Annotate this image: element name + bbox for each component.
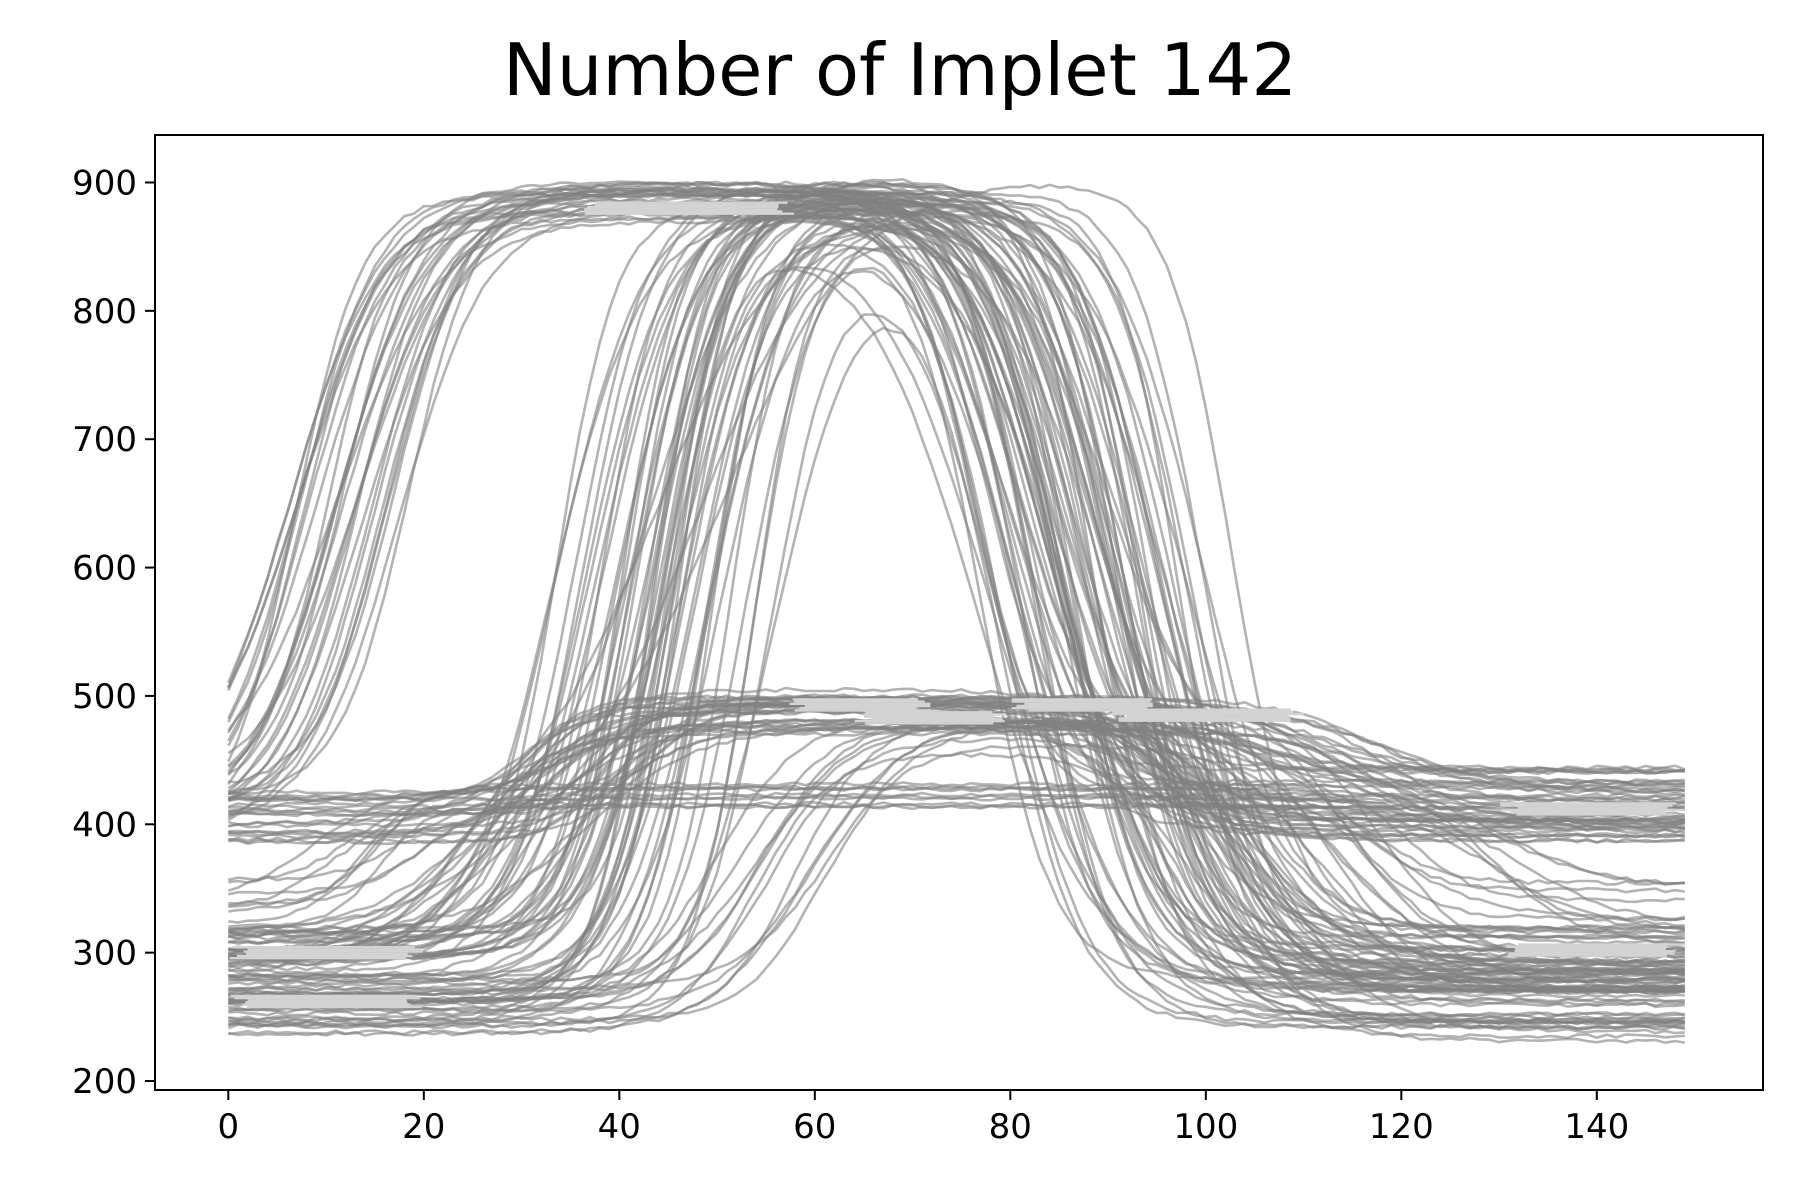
series-line-31 <box>228 200 1685 990</box>
x-tick-label-0: 0 <box>217 1107 239 1147</box>
series-line-136 <box>228 803 1685 894</box>
x-tick-label-120: 120 <box>1369 1107 1434 1147</box>
series-line-132 <box>227 786 1685 945</box>
x-tick-label-80: 80 <box>989 1107 1032 1147</box>
series-line-133 <box>228 780 1686 945</box>
series-line-73 <box>228 247 1685 1009</box>
y-tick-label-400: 400 <box>72 805 137 845</box>
series-line-137 <box>228 784 1685 913</box>
plot-frame <box>154 134 1764 1091</box>
series-line-141 <box>227 199 1685 983</box>
series-line-128 <box>228 791 1685 896</box>
y-tick-label-200: 200 <box>72 1062 137 1102</box>
series-line-120 <box>228 728 1685 1021</box>
series-line-127 <box>227 719 1685 1027</box>
axes: 0 20 40 60 80 100 120 140 200 300 400 500 600 700 800 9… <box>72 134 1764 1147</box>
series-line-114 <box>228 693 1685 961</box>
series-line-49 <box>228 207 1686 952</box>
x-tick-label-20: 20 <box>402 1107 445 1147</box>
x-tick-label-60: 60 <box>793 1107 836 1147</box>
series-line-140 <box>227 183 1686 936</box>
y-tick-label-900: 900 <box>72 163 137 203</box>
y-tick-label-700: 700 <box>72 420 137 460</box>
x-tick-label-40: 40 <box>598 1107 641 1147</box>
series-line-109 <box>227 686 1686 974</box>
x-tick-label-100: 100 <box>1173 1107 1238 1147</box>
series-line-134 <box>228 802 1685 928</box>
series-line-51 <box>228 201 1685 967</box>
series-line-37 <box>228 199 1686 978</box>
y-tick-label-800: 800 <box>72 292 137 332</box>
y-tick-label-300: 300 <box>72 934 137 974</box>
series-line-79 <box>228 269 1686 1022</box>
series-line-125 <box>228 722 1685 992</box>
series-lines <box>227 177 1686 1045</box>
y-tick-label-600: 600 <box>72 549 137 589</box>
chart-title: Number of Implet 142 <box>502 28 1298 112</box>
series-line-139 <box>228 190 1686 974</box>
series-line-61 <box>227 242 1685 1026</box>
series-line-70 <box>228 224 1686 987</box>
highlight-segments <box>229 201 1685 1009</box>
series-line-104 <box>228 703 1685 970</box>
series-line-80 <box>228 267 1686 998</box>
x-tick-label-140: 140 <box>1564 1107 1629 1147</box>
y-tick-label-500: 500 <box>72 677 137 717</box>
series-line-126 <box>228 724 1685 1040</box>
